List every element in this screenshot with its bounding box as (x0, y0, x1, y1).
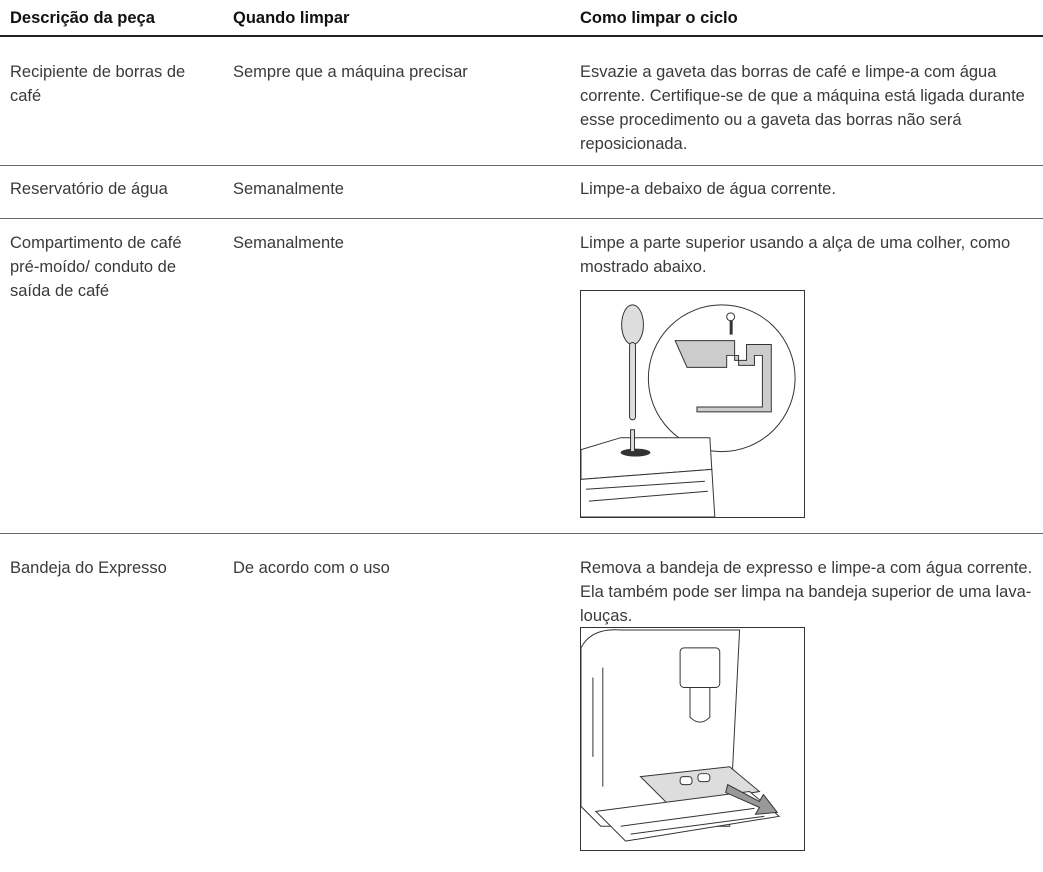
column-header: Quando limpar (233, 9, 350, 27)
table-header: Descrição da peça Quando limpar Como lim… (0, 0, 1043, 37)
cell: Bandeja do Expresso (10, 559, 167, 577)
cell: Semanalmente (233, 180, 344, 198)
table-row: Compartimento de café pré-moído/ conduto… (0, 219, 1043, 534)
cell: Recipiente de borras de café (10, 63, 186, 105)
cell: Limpe-a debaixo de água corrente. (580, 180, 836, 198)
cell: Sempre que a máquina precisar (233, 63, 468, 81)
cell: Reservatório de água (10, 180, 168, 198)
illustration (580, 627, 805, 851)
column-header: Como limpar o ciclo (580, 9, 738, 27)
cell: Compartimento de café pré-moído/ conduto… (10, 234, 182, 300)
cell: Semanalmente (233, 234, 344, 252)
table-row: Recipiente de borras de café Sempre que … (0, 37, 1043, 166)
cell: Remova a bandeja de expresso e limpe-a c… (580, 559, 1033, 625)
table-row: Reservatório de água Semanalmente Limpe-… (0, 166, 1043, 219)
cell: De acordo com o uso (233, 559, 390, 577)
table-row: Bandeja do Expresso De acordo com o uso … (0, 534, 1043, 872)
cell: Esvazie a gaveta das borras de café e li… (580, 63, 1025, 153)
cell: Limpe a parte superior usando a alça de … (580, 234, 1011, 276)
column-header: Descrição da peça (10, 9, 155, 27)
illustration (580, 290, 805, 518)
